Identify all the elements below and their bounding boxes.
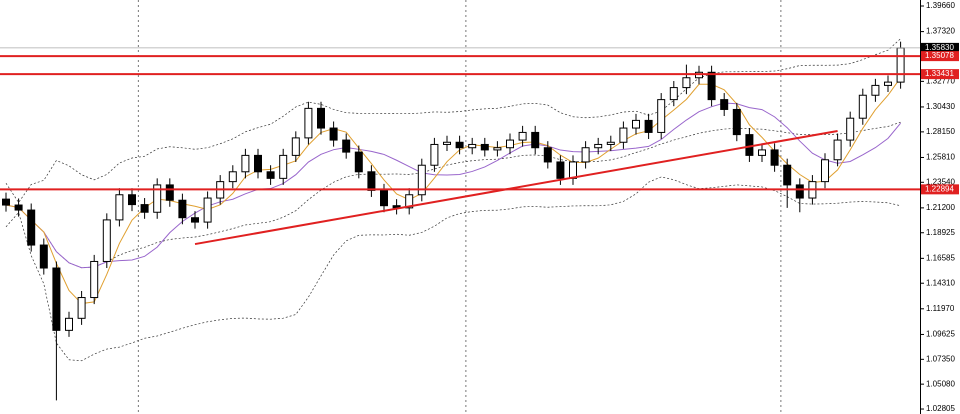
current-price-label: 1.35830: [925, 43, 954, 52]
candle-body: [354, 151, 363, 173]
candle-body: [770, 149, 779, 166]
candle-body: [90, 260, 99, 299]
candle-body: [102, 219, 111, 262]
candle-body: [669, 87, 678, 101]
candle-body: [606, 141, 615, 145]
candle-body: [14, 204, 23, 211]
candle-body: [443, 141, 451, 145]
candle-body: [493, 147, 502, 151]
candle-body: [632, 119, 640, 129]
candle-body: [367, 171, 376, 191]
candle-body: [329, 127, 338, 141]
candle-body: [556, 161, 565, 179]
candle-body: [279, 154, 288, 179]
candle-body: [52, 267, 61, 331]
candle-body: [569, 161, 577, 179]
y-tick-label: 1.30430: [926, 102, 955, 111]
candle-body: [531, 131, 540, 149]
candle-body: [518, 131, 527, 141]
y-tick-label: 1.28150: [926, 127, 955, 136]
y-tick-label: 1.18925: [926, 228, 955, 237]
y-tick-label: 1.32770: [926, 76, 955, 85]
y-tick-label: 1.21200: [926, 203, 955, 212]
candle-body: [581, 147, 590, 163]
candle-body: [254, 154, 262, 173]
candle-body: [342, 139, 351, 153]
candle-body: [745, 134, 754, 156]
level-label: 1.22894: [925, 184, 954, 193]
candle-body: [795, 184, 804, 199]
level-label-box: [921, 184, 959, 195]
candle-body: [821, 159, 829, 183]
y-tick-label: 1.02805: [926, 404, 955, 413]
candle-body: [191, 217, 199, 223]
candle-body: [833, 139, 842, 161]
y-tick-label: 1.09625: [926, 330, 955, 339]
candle-body: [128, 194, 136, 206]
candle-body: [644, 119, 653, 133]
candle-body: [480, 143, 489, 151]
level-label: 1.33431: [925, 69, 954, 78]
y-tick-label: 1.39660: [926, 1, 955, 10]
candle-body: [27, 209, 36, 246]
level-label: 1.35078: [925, 51, 954, 60]
candle-body: [732, 108, 741, 136]
candle-body: [241, 154, 250, 173]
candle-body: [65, 317, 73, 331]
candle-body: [77, 297, 86, 319]
candle-body: [657, 99, 666, 133]
current-price-box: [921, 42, 959, 53]
candle-body: [317, 107, 325, 129]
trendline: [194, 130, 838, 246]
candle-body: [203, 197, 212, 223]
candle-body: [115, 194, 124, 221]
candle-body: [543, 147, 552, 163]
level-label-box: [921, 51, 959, 62]
candle-body: [619, 127, 628, 143]
candle-body: [758, 149, 766, 156]
candle-body: [266, 171, 275, 179]
candle-body: [783, 164, 792, 186]
y-tick-label: 1.16585: [926, 253, 955, 262]
candle-body: [178, 199, 187, 219]
y-tick-label: 1.05080: [926, 379, 955, 388]
candle-body: [417, 164, 426, 196]
candle-body: [2, 198, 10, 206]
candle-body: [455, 141, 464, 149]
bollinger-band: [5, 176, 901, 362]
candle-body: [39, 244, 48, 269]
candle-body: [140, 204, 149, 213]
candle-body: [506, 139, 514, 149]
candle-body: [291, 137, 300, 156]
candle-body: [430, 143, 439, 166]
y-tick-label: 1.14310: [926, 278, 955, 287]
candle-body: [682, 77, 691, 89]
candle-body: [228, 171, 237, 183]
level-label-box: [921, 69, 959, 80]
candle-body: [468, 143, 477, 149]
y-tick-label: 1.07350: [926, 354, 955, 363]
candle-body: [594, 143, 603, 149]
candle-body: [707, 71, 716, 101]
candle-body: [720, 99, 729, 110]
candle-body: [153, 184, 162, 213]
candle-body: [846, 117, 855, 141]
candle-body: [858, 94, 867, 119]
candle-body: [871, 84, 880, 96]
bollinger-band: [5, 38, 901, 204]
y-tick-label: 1.11970: [926, 304, 955, 313]
candle-body: [896, 47, 905, 83]
candle-body: [884, 81, 892, 86]
y-tick-label: 1.25810: [926, 153, 955, 162]
y-tick-label: 1.37320: [926, 27, 955, 36]
y-tick-label: 1.23540: [926, 177, 955, 186]
candle-body: [304, 107, 313, 139]
candle-body: [165, 184, 174, 201]
moving-average-slow: [5, 102, 901, 269]
candle-body: [405, 194, 414, 209]
candle-body: [380, 189, 388, 207]
